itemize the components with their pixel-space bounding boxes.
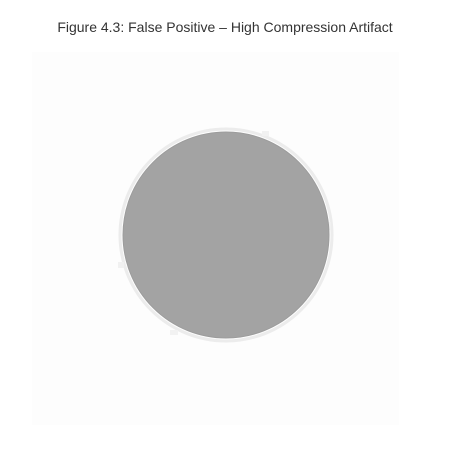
figure-caption: Figure 4.3: False Positive – High Compre… [57, 19, 393, 35]
compression-artifact-halo [118, 127, 334, 343]
artifact-block [170, 330, 178, 335]
artifact-block [118, 262, 124, 268]
artifact-block [262, 131, 269, 136]
gray-disc [122, 131, 330, 339]
